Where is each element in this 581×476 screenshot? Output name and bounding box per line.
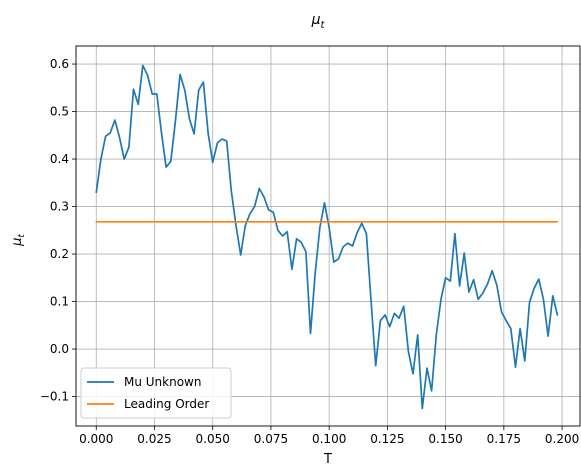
plot-frame (75, 45, 581, 427)
series-line-mu-unknown (95, 64, 559, 410)
chart-title: μt (311, 12, 326, 31)
x-tick-label: 0.050 (196, 432, 230, 446)
y-tick-label: 0.6 (50, 57, 69, 71)
y-tick-label: 0.5 (50, 105, 69, 119)
y-tick-label: 0.1 (50, 295, 69, 309)
x-axis-label: T (323, 452, 332, 467)
legend-label-leading-order: Leading Order (124, 397, 209, 411)
chart-title-symbol: μ (311, 12, 321, 28)
x-tick-label: 0.000 (79, 432, 113, 446)
y-axis-ticks: −0.1 0.0 0.1 0.2 0.3 0.4 0.5 0.6 (40, 57, 76, 404)
x-tick-label: 0.125 (370, 432, 404, 446)
legend-label-mu-unknown: Mu Unknown (124, 375, 201, 389)
x-tick-label: 0.175 (487, 432, 521, 446)
x-tick-label: 0.150 (428, 432, 462, 446)
x-tick-label: 0.075 (254, 432, 288, 446)
y-tick-label: 0.2 (50, 247, 69, 261)
y-tick-label: 0.0 (50, 342, 69, 356)
legend: Mu Unknown Leading Order (80, 367, 232, 419)
y-tick-label: 0.3 (50, 200, 69, 214)
y-tick-label: −0.1 (40, 390, 69, 404)
grid (76, 46, 580, 426)
chart-title-subscript: t (321, 20, 326, 31)
y-tick-label: 0.4 (50, 152, 69, 166)
legend-box (80, 367, 232, 419)
x-tick-label: 0.100 (312, 432, 346, 446)
y-axis-label-symbol: μ (10, 238, 25, 247)
x-tick-label: 0.200 (545, 432, 579, 446)
y-axis-label-subscript: t (17, 234, 27, 238)
series-layer (95, 64, 559, 410)
x-tick-label: 0.025 (137, 432, 171, 446)
y-axis-label: μt (10, 234, 27, 247)
x-axis-ticks: 0.000 0.025 0.050 0.075 0.100 0.125 0.150 0.175… (79, 426, 579, 446)
